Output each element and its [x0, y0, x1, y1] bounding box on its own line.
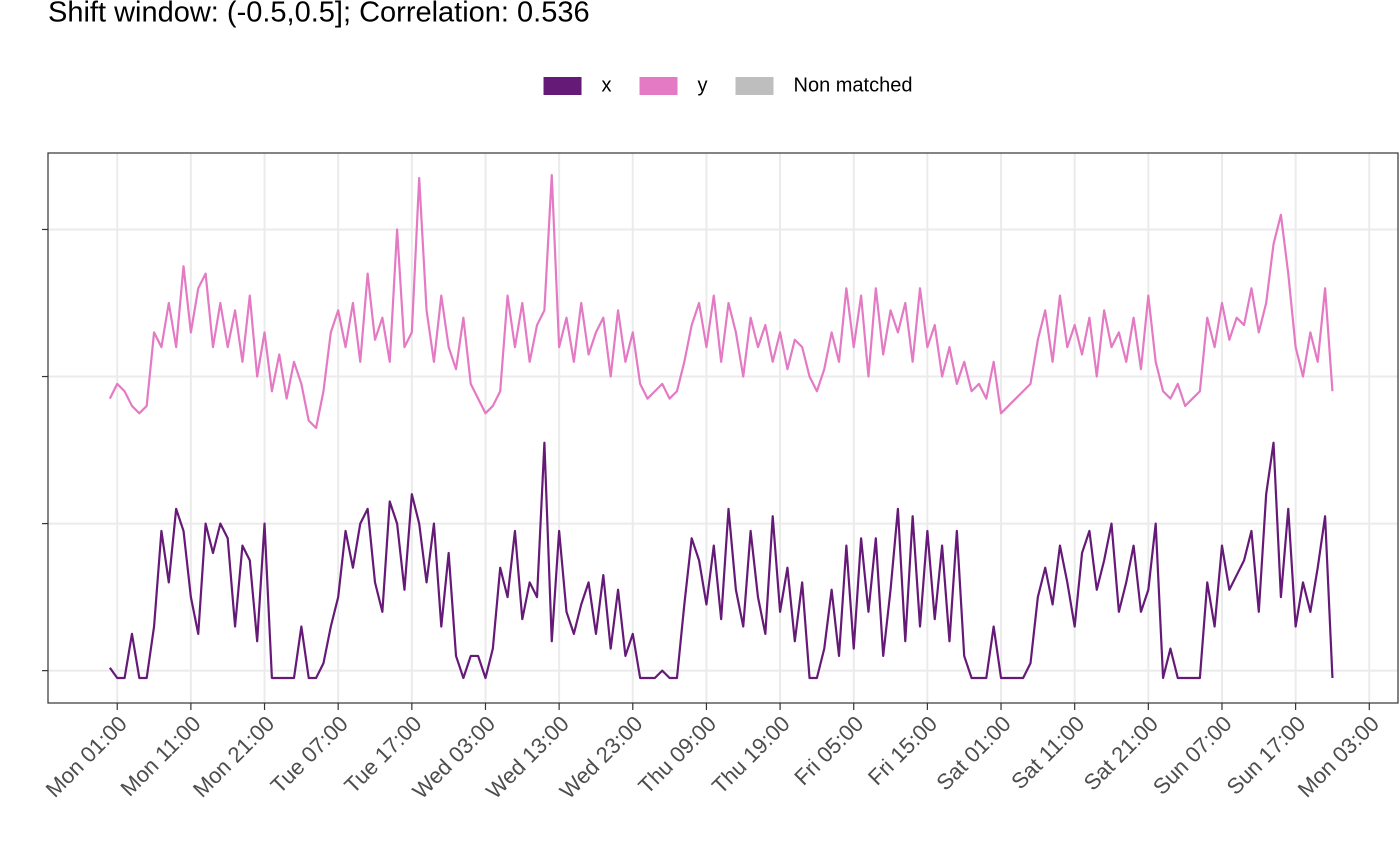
x-tick-label: Sat 11:00 — [1006, 711, 1089, 794]
x-tick-label: Mon 21:00 — [188, 711, 279, 802]
x-tick-label: Thu 19:00 — [707, 711, 795, 799]
x-tick-label: Fri 05:00 — [789, 711, 868, 790]
legend-label: x — [602, 74, 612, 96]
plot-background — [48, 153, 1398, 703]
legend-swatch — [735, 77, 774, 95]
series-line — [108, 441, 1334, 680]
x-tick-label: Tue 07:00 — [266, 711, 353, 798]
legend-label: y — [698, 74, 708, 96]
x-tick-label: Sat 01:00 — [931, 711, 1015, 795]
legend-swatch — [543, 77, 582, 95]
x-tick-label: Fri 15:00 — [863, 711, 942, 790]
x-tick-label: Thu 09:00 — [633, 711, 721, 799]
x-tick-label: Mon 01:00 — [41, 711, 132, 802]
chart-title: Shift window: (-0.5,0.5]; Correlation: 0… — [48, 0, 590, 29]
plot-border — [47, 152, 1399, 704]
series-line — [108, 173, 1334, 430]
legend-swatch — [639, 77, 678, 95]
legend-label: Non matched — [794, 74, 913, 96]
x-tick-label: Mon 03:00 — [1293, 711, 1384, 802]
x-tick-label: Sun 07:00 — [1148, 711, 1237, 800]
